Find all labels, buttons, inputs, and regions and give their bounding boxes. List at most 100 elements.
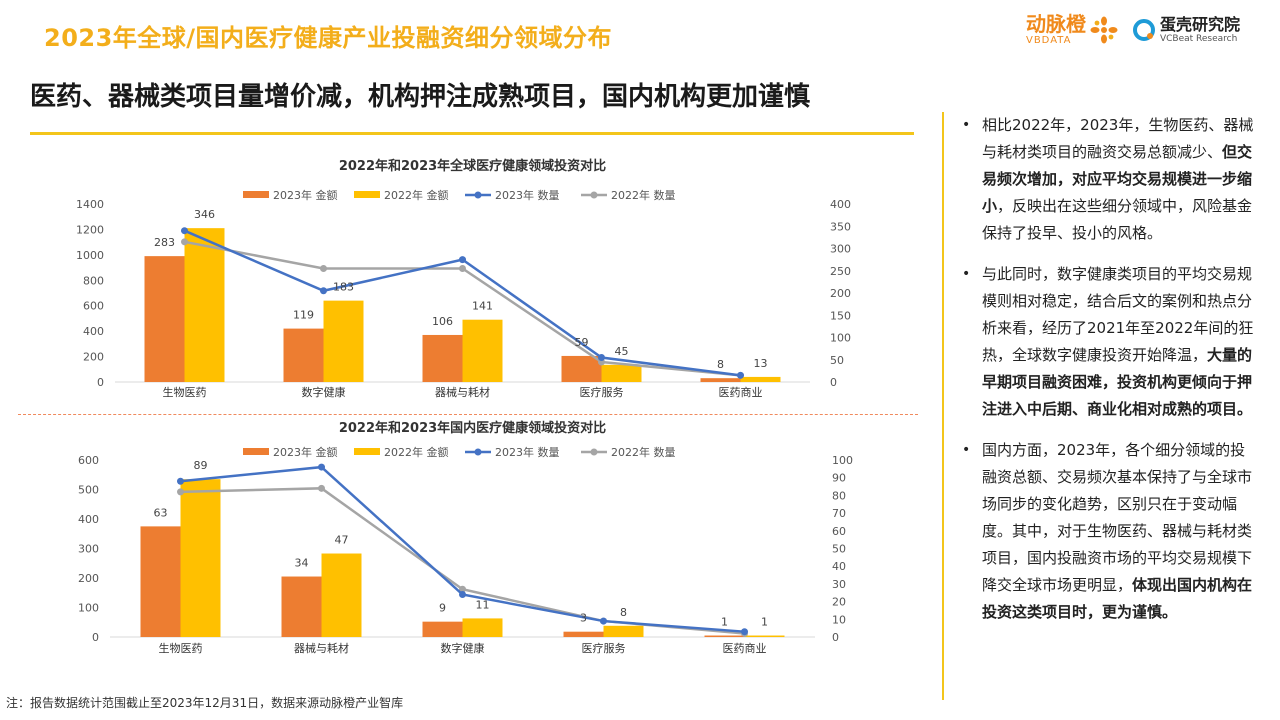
y2-tick-label: 350 [830, 220, 851, 233]
vcbeat-logo: 蛋壳研究院 VCBeat Research [1132, 14, 1240, 44]
vcbeat-egg-icon [1132, 19, 1155, 41]
point-2023-count [741, 628, 748, 636]
bullet-bold-text: 但交易频次增加，对应平均交易规模进一步缩小 [982, 143, 1253, 215]
legend-marker [474, 448, 482, 456]
x-category-label: 医疗服务 [582, 641, 626, 655]
footnote: 注：报告数据统计范围截止至2023年12月31日，数据来源动脉橙产业智库 [6, 696, 404, 710]
data-label-2023: 63 [154, 506, 168, 519]
bar-2023-amount [563, 631, 604, 637]
bar-2022-amount [323, 300, 364, 382]
bar-2022-amount [744, 635, 785, 637]
data-label-2022: 8 [620, 606, 627, 619]
data-label-2023: 1 [721, 616, 728, 629]
bullet-item: • 相比2022年，2023年，生物医药、器械与耗材类项目的融资交易总额减少、但… [960, 112, 1260, 247]
bar-2023-amount [561, 355, 602, 382]
legend-label: 2023年 数量 [495, 188, 560, 202]
bar-2023-amount [704, 635, 745, 637]
legend-label: 2022年 数量 [611, 445, 676, 459]
bar-2023-amount [144, 256, 185, 382]
y-tick-label: 100 [78, 602, 99, 615]
y-tick-label: 400 [83, 325, 104, 338]
y2-tick-label: 10 [832, 613, 846, 626]
x-category-label: 医药商业 [719, 385, 763, 399]
bullet-dot-icon: • [962, 117, 971, 133]
headline: 医药、器械类项目量增价减，机构押注成熟项目，国内机构更加谨慎 [30, 82, 811, 112]
x-category-label: 医疗服务 [580, 385, 624, 399]
page-title: 2023年全球/国内医疗健康产业投融资细分领域分布 [44, 24, 613, 52]
y2-tick-label: 80 [832, 489, 846, 502]
vcbeat-logo-en: VCBeat Research [1159, 33, 1238, 44]
y2-tick-label: 0 [832, 631, 839, 644]
legend-label: 2023年 金额 [273, 445, 338, 459]
bullet-text: ，反映出在这些细分领域中，风险基金保持了投早、投小的风格。 [982, 197, 1253, 242]
x-category-label: 生物医药 [163, 385, 207, 399]
point-2023-count [598, 354, 605, 362]
legend-label: 2022年 金额 [384, 445, 449, 459]
y-tick-label: 600 [83, 300, 104, 313]
y2-tick-label: 70 [832, 507, 846, 520]
data-label-2022: 141 [472, 300, 493, 313]
y2-tick-label: 400 [830, 198, 851, 211]
bullet-bold-text: 大量的早期项目融资困难，投资机构更倾向于押注进入中后期、商业化相对成熟的项目。 [982, 346, 1253, 418]
point-2022-count [177, 488, 184, 496]
line-2023-count [180, 465, 745, 633]
y-tick-label: 500 [78, 484, 99, 497]
bullet-bold-text: 体现出国内机构在投资这类项目时，更为谨慎。 [982, 576, 1253, 621]
y2-tick-label: 100 [830, 332, 851, 345]
legend-marker [590, 191, 598, 199]
y-tick-label: 400 [78, 513, 99, 526]
chart-title: 2022年和2023年全球医疗健康领域投资对比 [339, 158, 606, 174]
vcbeat-logo-name: 蛋壳研究院 [1159, 14, 1240, 34]
legend-label: 2022年 数量 [611, 188, 676, 202]
legend-label: 2023年 金额 [273, 188, 338, 202]
y-tick-label: 600 [78, 454, 99, 467]
bar-2022-amount [184, 228, 225, 382]
data-label-2022: 11 [476, 598, 490, 611]
y-tick-label: 1000 [76, 249, 104, 262]
point-2023-count [600, 617, 607, 625]
data-label-2022: 1 [761, 616, 768, 629]
y-tick-label: 0 [97, 376, 104, 389]
data-label-2022: 346 [194, 208, 215, 221]
y2-tick-label: 300 [830, 243, 851, 256]
y2-tick-label: 100 [832, 454, 853, 467]
legend-swatch [354, 191, 380, 198]
y2-tick-label: 40 [832, 560, 846, 573]
y2-tick-label: 90 [832, 472, 846, 485]
legend-swatch [243, 448, 269, 455]
y2-tick-label: 0 [830, 376, 837, 389]
data-label-2022: 89 [194, 459, 208, 472]
y-tick-label: 200 [83, 351, 104, 364]
y-tick-label: 800 [83, 274, 104, 287]
legend-swatch [243, 191, 269, 198]
bar-2022-amount [462, 319, 503, 382]
bar-2022-amount [321, 553, 362, 637]
bar-2022-amount [180, 479, 221, 637]
point-2022-count [318, 484, 325, 492]
logo-group: 动脉橙 VBDATA 蛋壳研究院 VCBeat Research [1026, 14, 1240, 46]
y2-tick-label: 60 [832, 525, 846, 538]
y2-tick-label: 30 [832, 578, 846, 591]
bullet-text: 相比2022年，2023年，生物医药、器械与耗材类项目的融资交易总额减少、 [982, 116, 1254, 161]
y-tick-label: 0 [92, 631, 99, 644]
y-tick-label: 1400 [76, 198, 104, 211]
bar-2022-amount [740, 376, 781, 382]
bar-2023-amount [281, 576, 322, 637]
line-2022-count [180, 487, 745, 635]
data-label-2023: 3 [580, 612, 587, 625]
point-2023-count [320, 287, 327, 295]
x-category-label: 器械与耗材 [435, 385, 490, 399]
point-2022-count [459, 585, 466, 593]
legend-label: 2023年 数量 [495, 445, 560, 459]
chart-title: 2022年和2023年国内医疗健康领域投资对比 [339, 420, 606, 436]
data-label-2022: 45 [615, 345, 629, 358]
y2-tick-label: 50 [830, 354, 844, 367]
vbdata-logo-name: 动脉橙 [1025, 12, 1086, 36]
point-2022-count [181, 238, 188, 246]
point-2023-count [177, 477, 184, 485]
bar-2023-amount [700, 378, 741, 382]
point-2023-count [459, 256, 466, 264]
vbdata-logo-en: VBDATA [1025, 35, 1072, 46]
point-2023-count [318, 463, 325, 471]
